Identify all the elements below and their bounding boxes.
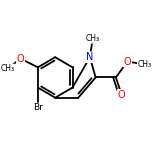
Text: Br: Br bbox=[33, 103, 43, 112]
Text: N: N bbox=[86, 52, 93, 62]
Text: CH₃: CH₃ bbox=[138, 60, 152, 69]
Text: O: O bbox=[124, 57, 131, 67]
Text: CH₃: CH₃ bbox=[86, 34, 100, 43]
Text: O: O bbox=[118, 90, 125, 100]
Text: O: O bbox=[17, 54, 24, 64]
Text: CH₃: CH₃ bbox=[0, 64, 15, 73]
